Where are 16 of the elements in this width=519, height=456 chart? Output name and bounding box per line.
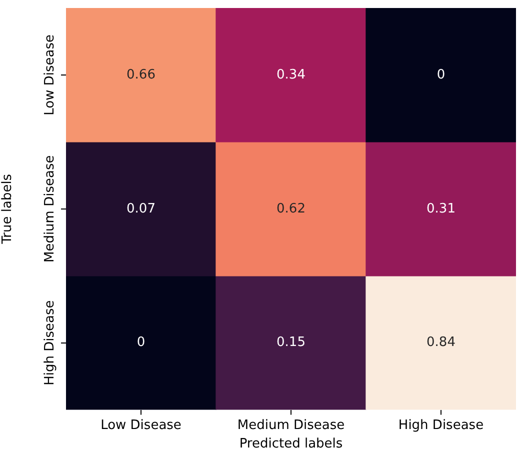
data-label: 0 (436, 67, 446, 82)
data-label: 0 (136, 335, 146, 350)
x-tick-label: High Disease (398, 418, 484, 433)
x-axis-title: Predicted labels (239, 436, 343, 452)
x-tick-label: Low Disease (100, 418, 182, 433)
y-tick-label: Low Disease (42, 34, 58, 116)
data-label: 0.34 (276, 67, 306, 82)
y-axis-title: True labels (0, 174, 16, 245)
x-tick-label: Medium Disease (237, 418, 345, 433)
y-tick-label: Medium Disease (42, 155, 58, 263)
data-label: 0.62 (276, 201, 306, 216)
data-label: 0.07 (126, 201, 156, 216)
data-label: 0.31 (426, 201, 456, 216)
data-label: 0.84 (426, 335, 456, 350)
data-label: 0.66 (126, 67, 156, 82)
data-label: 0.15 (276, 335, 306, 350)
